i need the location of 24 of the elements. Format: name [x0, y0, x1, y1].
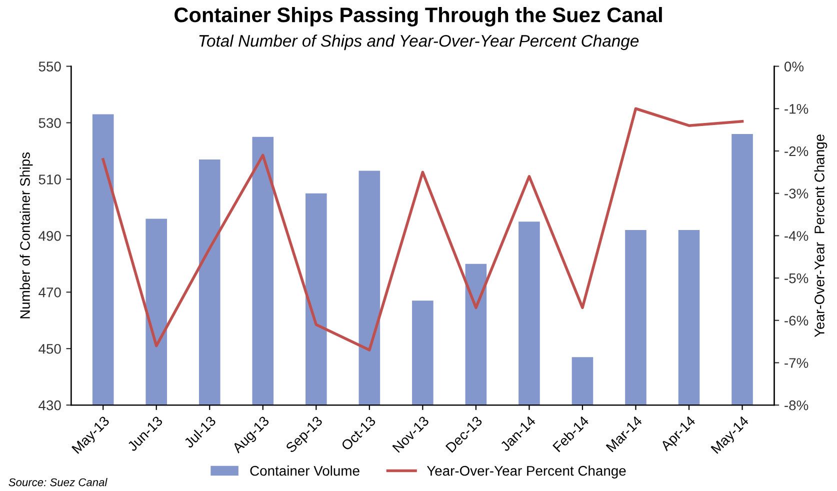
y-tick-label: 510	[38, 174, 61, 184]
y2-tick-label: -6%	[784, 316, 808, 326]
chart-subtitle: Total Number of Ships and Year-Over-Year Percent Change	[199, 34, 639, 50]
y-tick-label: 490	[38, 231, 61, 241]
source-note: Source: Suez Canal	[8, 478, 108, 486]
y-tick-label: 450	[38, 344, 61, 354]
y-tick-label: 430	[38, 400, 61, 410]
y2-tick-label: -5%	[784, 273, 808, 284]
legend-label: Container Volume	[250, 466, 360, 476]
legend-label: Year-Over-Year Percent Change	[426, 466, 626, 478]
y-tick-label: 550	[38, 62, 61, 72]
y2-tick-label: -8%	[784, 400, 808, 410]
chart-title: Container Ships Passing Through the Suez Canal	[174, 6, 662, 27]
line-series	[102, 107, 744, 352]
y-tick-label: 530	[38, 118, 61, 128]
y2-tick-label: -4%	[784, 231, 808, 241]
y-axis-title: Number of Container Ships	[20, 152, 33, 318]
y2-tick-label: -7%	[784, 358, 808, 368]
y2-axis-title: Year-Over-Year Percent Change	[814, 134, 828, 338]
y-tick-label: 470	[38, 287, 61, 298]
y2-tick-label: 0%	[784, 62, 804, 72]
y2-tick-label: -3%	[784, 188, 808, 198]
y2-tick-label: -1%	[784, 104, 808, 114]
y2-tick-label: -2%	[784, 146, 808, 156]
